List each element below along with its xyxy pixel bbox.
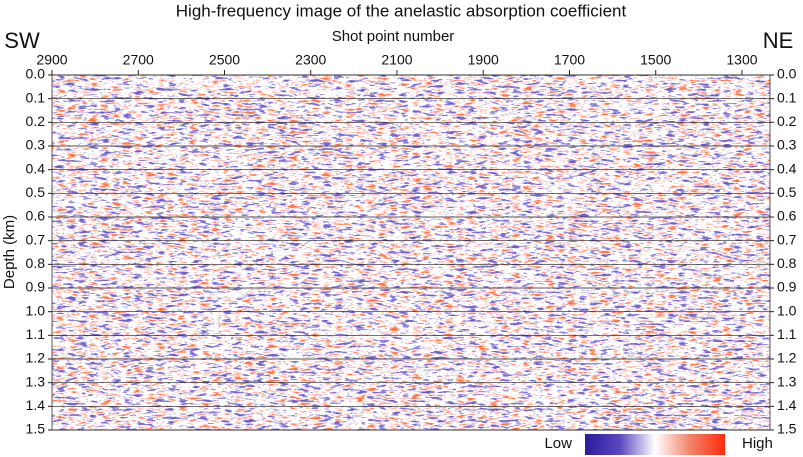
y-tick-label-right: 1.5	[777, 421, 797, 437]
y-tick-label: 0.1	[26, 89, 46, 105]
colorbar-high-label: High	[742, 435, 773, 452]
y-tick-label-right: 1.4	[777, 397, 797, 413]
y-tick-label-right: 0.8	[777, 255, 797, 271]
y-tick-label-right: 0.1	[777, 89, 797, 105]
y-tick-label: 0.8	[26, 255, 46, 271]
x-tick-label: 2900	[36, 52, 67, 68]
y-tick-label-right: 0.9	[777, 279, 797, 295]
y-tick-label: 1.1	[26, 326, 46, 342]
right-annotation: NE	[763, 28, 794, 53]
y-tick-label-right: 0.5	[777, 184, 797, 200]
y-tick-label-right: 0.0	[777, 66, 797, 82]
y-tick-label-right: 1.3	[777, 373, 797, 389]
x-tick-label: 2700	[123, 52, 154, 68]
y-tick-label-right: 1.2	[777, 350, 797, 366]
y-tick-label: 1.2	[26, 350, 46, 366]
y-tick-label: 0.4	[26, 160, 46, 176]
x-tick-label: 2500	[209, 52, 240, 68]
x-tick-label: 1700	[554, 52, 585, 68]
y-tick-label: 0.2	[26, 113, 46, 129]
y-tick-label: 0.3	[26, 137, 46, 153]
y-tick-label: 0.6	[26, 208, 46, 224]
colorbar-low-label: Low	[544, 435, 572, 452]
seismic-image	[52, 75, 770, 430]
y-tick-label: 1.3	[26, 373, 46, 389]
left-annotation: SW	[4, 28, 40, 53]
x-tick-label: 1500	[640, 52, 671, 68]
x-tick-label: 2100	[381, 52, 412, 68]
y-tick-label-right: 0.3	[777, 137, 797, 153]
y-tick-label: 0.0	[26, 66, 46, 82]
y-tick-label-right: 1.1	[777, 326, 797, 342]
y-tick-label: 0.9	[26, 279, 46, 295]
x-tick-label: 1900	[468, 52, 499, 68]
y-tick-label-right: 0.2	[777, 113, 797, 129]
y-tick-label-right: 0.7	[777, 231, 797, 247]
y-tick-label: 0.7	[26, 231, 46, 247]
y-tick-label: 1.4	[26, 397, 46, 413]
colorbar	[585, 434, 725, 455]
y-tick-label: 1.5	[26, 421, 46, 437]
y-tick-label: 1.0	[26, 302, 46, 318]
chart-title: High-frequency image of the anelastic ab…	[176, 1, 627, 20]
x-tick-label: 2300	[295, 52, 326, 68]
x-axis-label: Shot point number	[332, 28, 455, 45]
y-tick-label: 0.5	[26, 184, 46, 200]
y-tick-label-right: 0.6	[777, 208, 797, 224]
y-tick-label-right: 0.4	[777, 160, 797, 176]
y-axis-label: Depth (km)	[1, 215, 18, 289]
y-tick-label-right: 1.0	[777, 302, 797, 318]
x-tick-label: 1300	[726, 52, 757, 68]
